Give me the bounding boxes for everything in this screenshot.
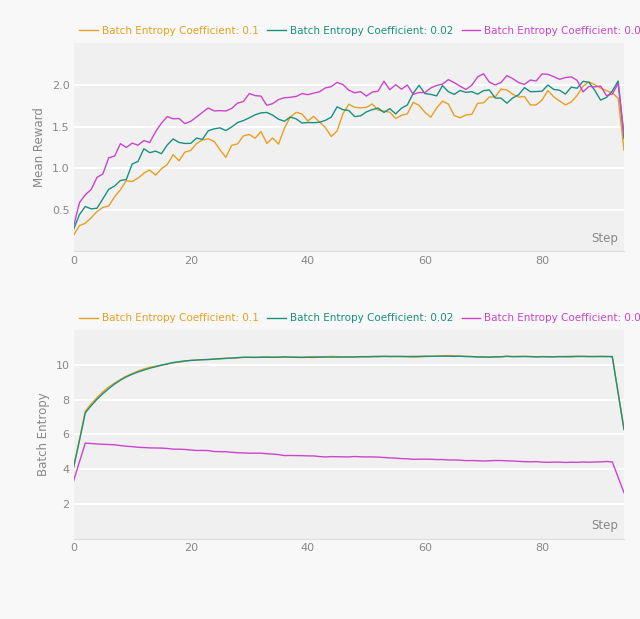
Batch Entropy Coefficient: 0.02: (70, 10.5): 0.02: (70, 10.5) — [479, 353, 487, 361]
Batch Entropy Coefficient: 0.1: (0, 0.195): 0.1: (0, 0.195) — [70, 232, 77, 239]
Line: Batch Entropy Coefficient: 0.0: Batch Entropy Coefficient: 0.0 — [74, 443, 624, 493]
Batch Entropy Coefficient: 0.1: (65, 10.5): 0.1: (65, 10.5) — [451, 352, 458, 360]
Batch Entropy Coefficient: 0.0: (2, 5.5): 0.0: (2, 5.5) — [81, 439, 89, 447]
Batch Entropy Coefficient: 0.1: (0, 4.15): 0.1: (0, 4.15) — [70, 463, 77, 470]
Batch Entropy Coefficient: 0.0: (70, 4.47): 0.0: (70, 4.47) — [479, 457, 487, 465]
Batch Entropy Coefficient: 0.0: (64, 2.06): 0.0: (64, 2.06) — [445, 76, 452, 84]
Text: Step: Step — [591, 232, 618, 245]
Y-axis label: Mean Reward: Mean Reward — [33, 108, 46, 188]
Line: Batch Entropy Coefficient: 0.02: Batch Entropy Coefficient: 0.02 — [74, 356, 624, 467]
Batch Entropy Coefficient: 0.02: (67, 10.5): 0.02: (67, 10.5) — [462, 353, 470, 360]
Batch Entropy Coefficient: 0.02: (17, 10.2): 0.02: (17, 10.2) — [170, 359, 177, 366]
Batch Entropy Coefficient: 0.0: (67, 4.49): 0.0: (67, 4.49) — [462, 457, 470, 464]
Batch Entropy Coefficient: 0.02: (66, 1.93): 0.02: (66, 1.93) — [456, 87, 464, 94]
Batch Entropy Coefficient: 0.02: (0, 0.264): 0.02: (0, 0.264) — [70, 226, 77, 233]
Batch Entropy Coefficient: 0.1: (4, 8.13): 0.1: (4, 8.13) — [93, 394, 101, 401]
Batch Entropy Coefficient: 0.02: (69, 1.89): 0.02: (69, 1.89) — [474, 90, 481, 98]
Batch Entropy Coefficient: 0.0: (71, 2.03): 0.0: (71, 2.03) — [486, 79, 493, 86]
Legend: Batch Entropy Coefficient: 0.1, Batch Entropy Coefficient: 0.02, Batch Entropy C: Batch Entropy Coefficient: 0.1, Batch En… — [79, 26, 640, 36]
Batch Entropy Coefficient: 0.0: (65, 4.53): 0.0: (65, 4.53) — [451, 456, 458, 464]
Batch Entropy Coefficient: 0.1: (70, 1.79): 0.1: (70, 1.79) — [479, 99, 487, 106]
Batch Entropy Coefficient: 0.0: (0, 3.32): 0.0: (0, 3.32) — [70, 477, 77, 485]
Batch Entropy Coefficient: 0.02: (94, 1.36): 0.02: (94, 1.36) — [620, 135, 628, 142]
Line: Batch Entropy Coefficient: 0.1: Batch Entropy Coefficient: 0.1 — [74, 355, 624, 467]
Batch Entropy Coefficient: 0.1: (66, 1.6): 0.1: (66, 1.6) — [456, 114, 464, 121]
Batch Entropy Coefficient: 0.1: (94, 6.31): 0.1: (94, 6.31) — [620, 425, 628, 433]
Batch Entropy Coefficient: 0.02: (94, 6.29): 0.02: (94, 6.29) — [620, 426, 628, 433]
Batch Entropy Coefficient: 0.1: (17, 10.1): 0.1: (17, 10.1) — [170, 359, 177, 366]
Batch Entropy Coefficient: 0.1: (64, 1.77): 0.1: (64, 1.77) — [445, 100, 452, 108]
Batch Entropy Coefficient: 0.1: (67, 10.5): 0.1: (67, 10.5) — [462, 352, 470, 360]
Line: Batch Entropy Coefficient: 0.0: Batch Entropy Coefficient: 0.0 — [74, 74, 624, 227]
Batch Entropy Coefficient: 0.02: (64, 10.5): 0.02: (64, 10.5) — [445, 352, 452, 360]
Batch Entropy Coefficient: 0.02: (71, 10.5): 0.02: (71, 10.5) — [486, 353, 493, 361]
Batch Entropy Coefficient: 0.0: (18, 5.15): 0.0: (18, 5.15) — [175, 446, 183, 453]
Y-axis label: Batch Entropy: Batch Entropy — [37, 392, 50, 477]
Batch Entropy Coefficient: 0.0: (0, 0.302): 0.0: (0, 0.302) — [70, 223, 77, 230]
Line: Batch Entropy Coefficient: 0.02: Batch Entropy Coefficient: 0.02 — [74, 81, 624, 230]
Batch Entropy Coefficient: 0.1: (69, 1.78): 0.1: (69, 1.78) — [474, 100, 481, 107]
Batch Entropy Coefficient: 0.1: (64, 10.6): 0.1: (64, 10.6) — [445, 352, 452, 359]
Line: Batch Entropy Coefficient: 0.1: Batch Entropy Coefficient: 0.1 — [74, 82, 624, 235]
Batch Entropy Coefficient: 0.1: (71, 10.5): 0.1: (71, 10.5) — [486, 353, 493, 360]
Batch Entropy Coefficient: 0.02: (4, 8.03): 0.02: (4, 8.03) — [93, 396, 101, 403]
Batch Entropy Coefficient: 0.02: (17, 1.35): 0.02: (17, 1.35) — [170, 136, 177, 143]
Batch Entropy Coefficient: 0.0: (17, 1.59): 0.0: (17, 1.59) — [170, 115, 177, 123]
Batch Entropy Coefficient: 0.0: (69, 2.1): 0.0: (69, 2.1) — [474, 73, 481, 80]
Batch Entropy Coefficient: 0.1: (88, 2.04): 0.1: (88, 2.04) — [585, 78, 593, 85]
Batch Entropy Coefficient: 0.02: (66, 10.5): 0.02: (66, 10.5) — [456, 352, 464, 360]
Batch Entropy Coefficient: 0.0: (5, 5.44): 0.0: (5, 5.44) — [99, 441, 107, 448]
Text: Step: Step — [591, 519, 618, 532]
Batch Entropy Coefficient: 0.0: (71, 4.49): 0.0: (71, 4.49) — [486, 457, 493, 464]
Batch Entropy Coefficient: 0.02: (0, 4.11): 0.02: (0, 4.11) — [70, 464, 77, 471]
Batch Entropy Coefficient: 0.0: (66, 1.99): 0.0: (66, 1.99) — [456, 82, 464, 90]
Batch Entropy Coefficient: 0.1: (4, 0.479): 0.1: (4, 0.479) — [93, 208, 101, 215]
Batch Entropy Coefficient: 0.1: (70, 10.5): 0.1: (70, 10.5) — [479, 353, 487, 361]
Batch Entropy Coefficient: 0.02: (93, 2.05): 0.02: (93, 2.05) — [614, 77, 622, 85]
Batch Entropy Coefficient: 0.02: (70, 1.93): 0.02: (70, 1.93) — [479, 87, 487, 95]
Batch Entropy Coefficient: 0.0: (94, 2.65): 0.0: (94, 2.65) — [620, 489, 628, 496]
Batch Entropy Coefficient: 0.02: (64, 1.92): 0.02: (64, 1.92) — [445, 88, 452, 95]
Batch Entropy Coefficient: 0.1: (94, 1.22): 0.1: (94, 1.22) — [620, 147, 628, 154]
Legend: Batch Entropy Coefficient: 0.1, Batch Entropy Coefficient: 0.02, Batch Entropy C: Batch Entropy Coefficient: 0.1, Batch En… — [79, 313, 640, 323]
Batch Entropy Coefficient: 0.0: (70, 2.14): 0.0: (70, 2.14) — [479, 70, 487, 77]
Batch Entropy Coefficient: 0.0: (4, 0.89): 0.0: (4, 0.89) — [93, 174, 101, 181]
Batch Entropy Coefficient: 0.1: (17, 1.16): 0.1: (17, 1.16) — [170, 151, 177, 158]
Batch Entropy Coefficient: 0.0: (94, 1.4): 0.0: (94, 1.4) — [620, 131, 628, 138]
Batch Entropy Coefficient: 0.02: (4, 0.519): 0.02: (4, 0.519) — [93, 204, 101, 212]
